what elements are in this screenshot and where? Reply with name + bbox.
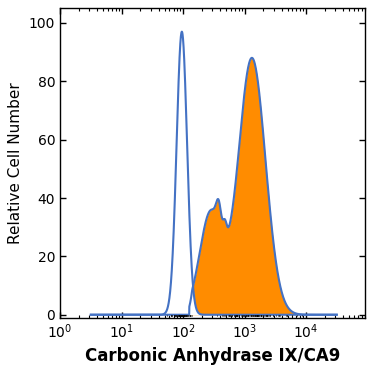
Y-axis label: Relative Cell Number: Relative Cell Number [8,82,23,244]
X-axis label: Carbonic Anhydrase IX/CA9: Carbonic Anhydrase IX/CA9 [85,347,340,365]
